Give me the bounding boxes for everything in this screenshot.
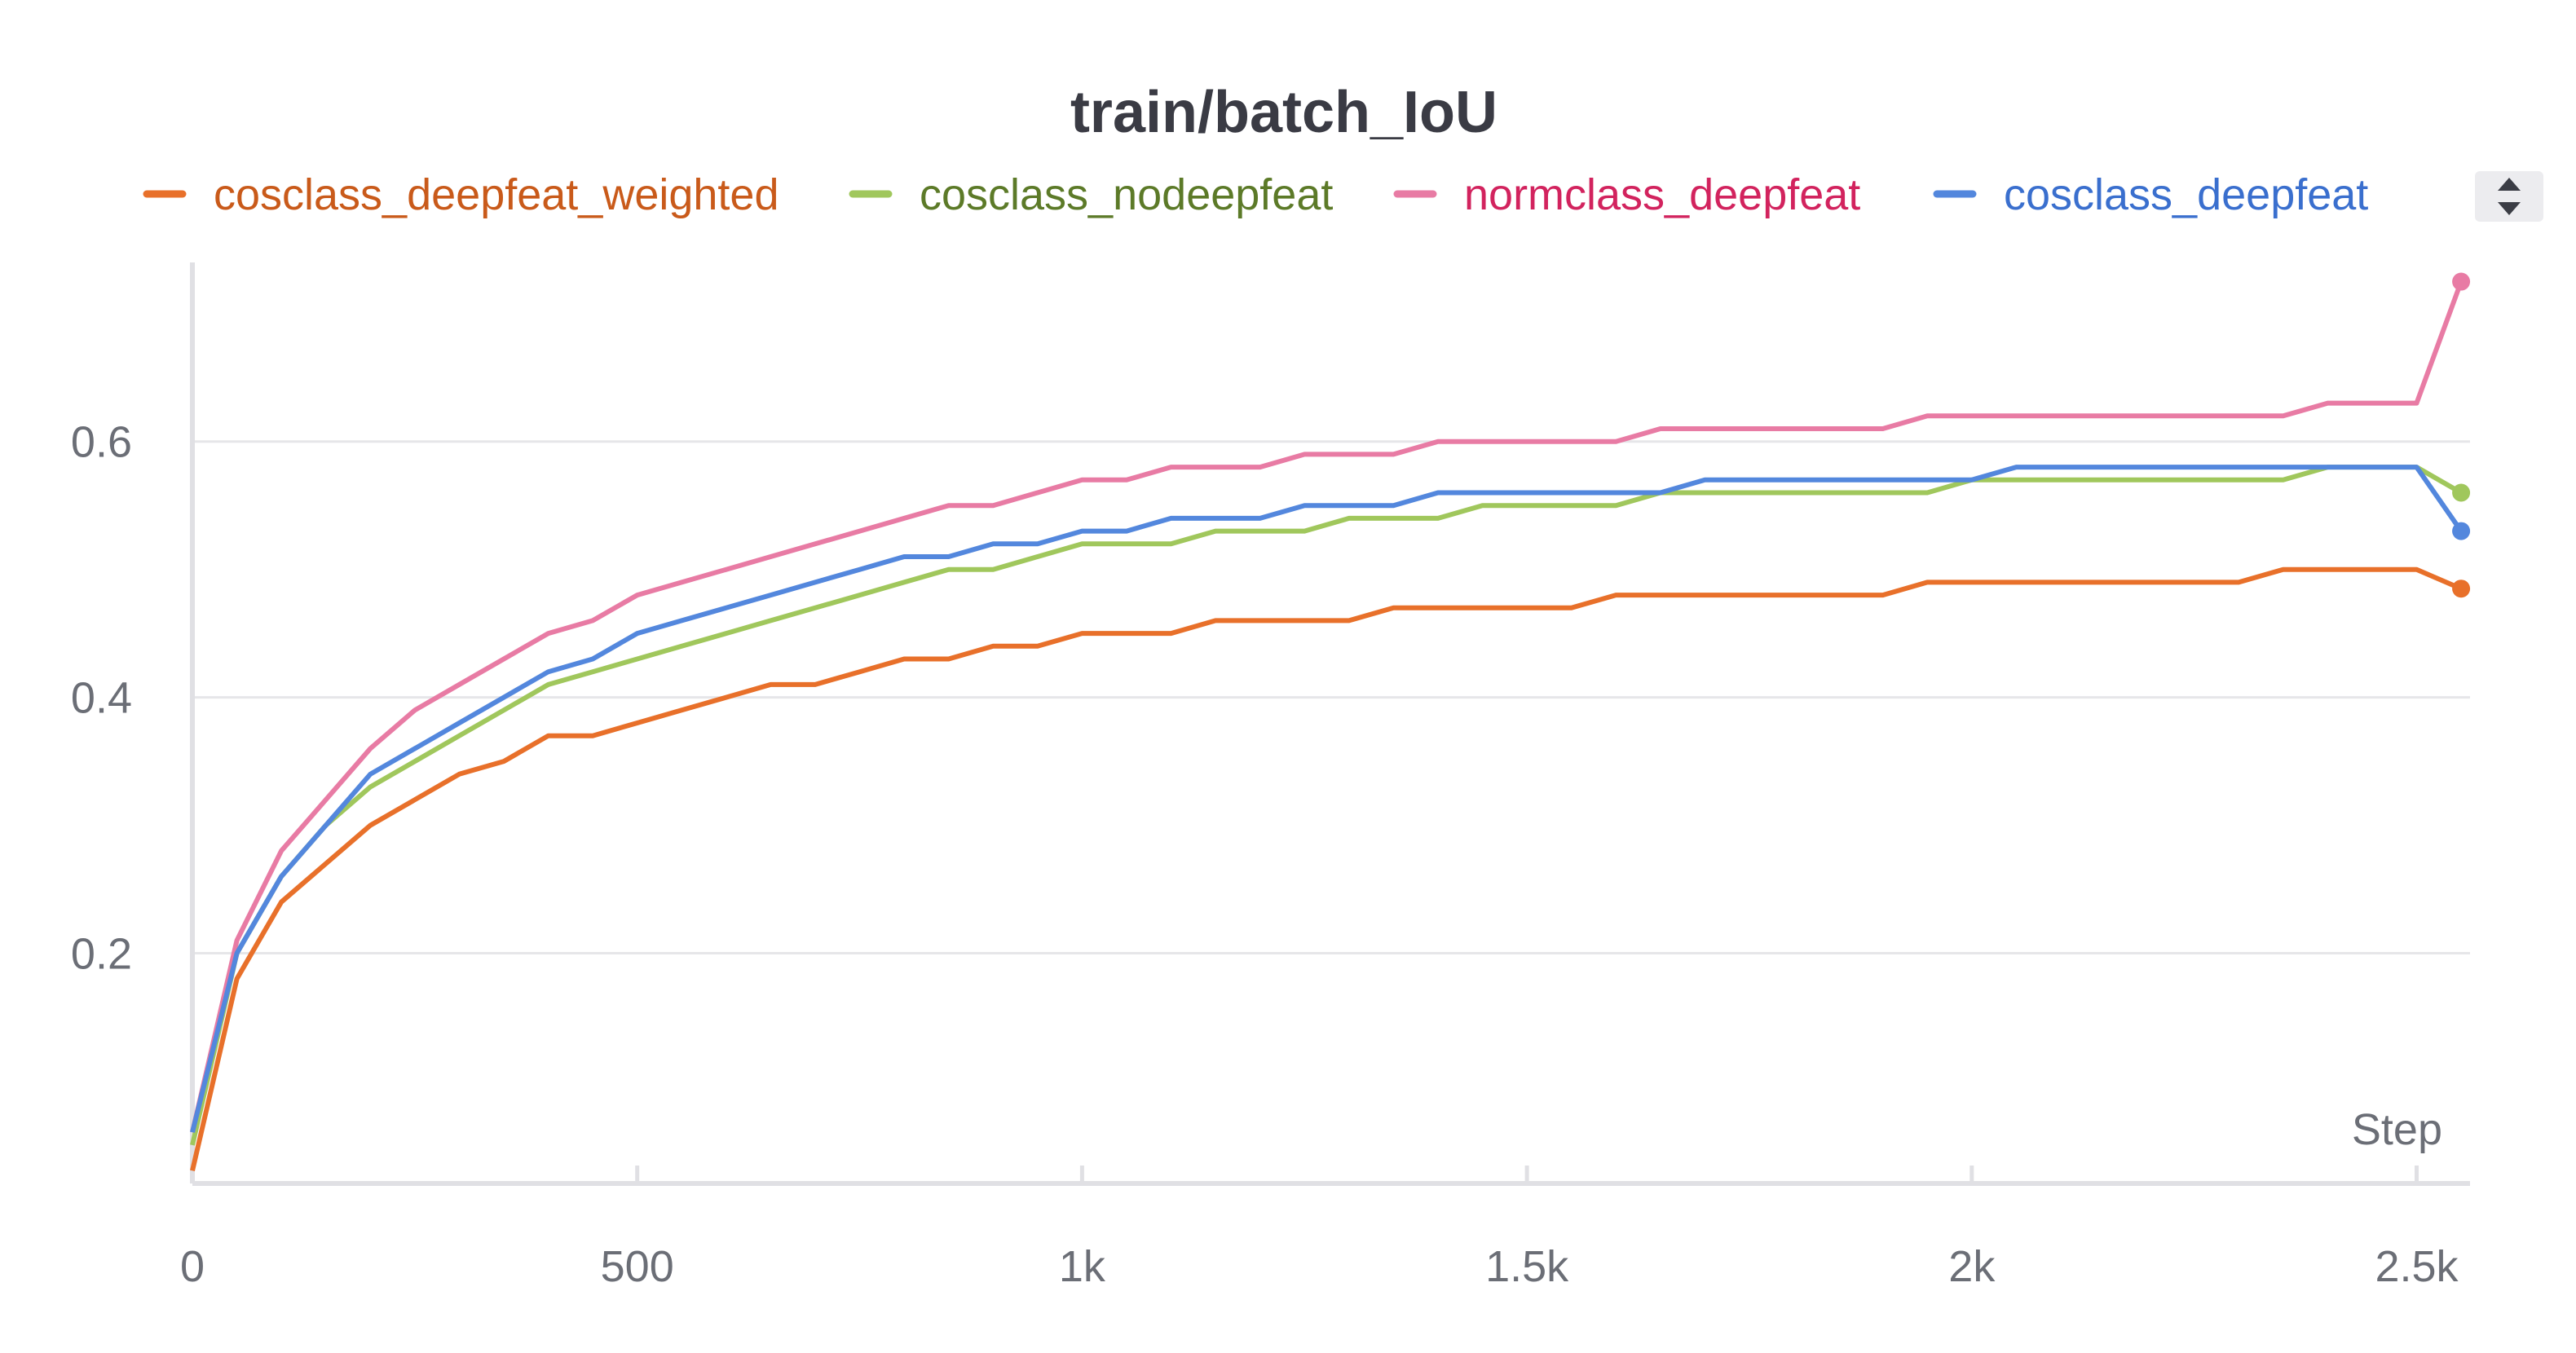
series-end-point: [2452, 580, 2471, 598]
chart-title: train/batch_IoU: [1070, 80, 1498, 145]
x-tick-label: 1.5k: [1485, 1242, 1569, 1291]
legend-item[interactable]: cosclass_deepfeat_weighted: [143, 170, 779, 219]
legend-label: normclass_deepfeat: [1464, 170, 1860, 219]
legend: cosclass_deepfeat_weighted cosclass_nodee…: [143, 170, 2368, 219]
x-axis-ticks: 0 500 1k 1.5k 2k 2.5k: [180, 1166, 2459, 1291]
up-arrow-icon[interactable]: [2498, 178, 2521, 191]
y-tick-label: 0.4: [71, 674, 132, 723]
series-line-cosclass_deepfeat_weighted: [190, 566, 2463, 1171]
x-tick-label: 0: [180, 1242, 205, 1291]
series-line-cosclass_nodeepfeat: [190, 465, 2463, 1146]
legend-label: cosclass_nodeepfeat: [920, 170, 1333, 219]
legend-item[interactable]: normclass_deepfeat: [1393, 170, 1860, 219]
legend-label: cosclass_deepfeat: [2004, 170, 2368, 219]
legend-scroll-button[interactable]: [2475, 171, 2543, 222]
series-end-point: [2452, 522, 2471, 540]
x-tick-label: 2k: [1948, 1242, 1996, 1291]
x-tick-label: 2.5k: [2375, 1242, 2459, 1291]
y-tick-label: 0.6: [71, 418, 132, 467]
series-end-point: [2452, 272, 2471, 291]
x-axis-title: Step: [2352, 1105, 2442, 1154]
legend-label: cosclass_deepfeat_weighted: [214, 170, 779, 219]
y-axis-ticks: 0.2 0.4 0.6: [71, 418, 132, 979]
series-line-normclass_deepfeat: [190, 280, 2464, 1133]
series-layer: [190, 272, 2471, 1171]
x-tick-label: 1k: [1059, 1242, 1106, 1291]
grid: [192, 440, 2470, 954]
x-tick-label: 500: [601, 1242, 674, 1291]
y-tick-label: 0.2: [71, 930, 132, 979]
legend-scroll-button-bg[interactable]: [2475, 171, 2543, 222]
down-arrow-icon[interactable]: [2498, 202, 2521, 215]
legend-item[interactable]: cosclass_nodeepfeat: [849, 170, 1333, 219]
series-line-cosclass_deepfeat: [190, 465, 2464, 1133]
axes: [190, 262, 2470, 1186]
series-end-point: [2452, 483, 2471, 502]
legend-item[interactable]: cosclass_deepfeat: [1933, 170, 2368, 219]
